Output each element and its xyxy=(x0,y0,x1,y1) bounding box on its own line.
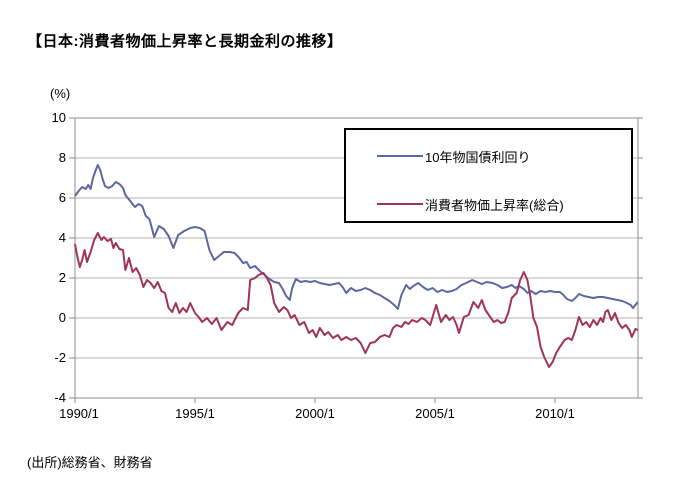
bond-yield-line-swatch xyxy=(377,155,423,157)
legend-item-bond-yield: 10年物国債利回り xyxy=(346,146,530,166)
y-tick-label-neg2: -2 xyxy=(54,350,66,365)
y-tick-label-10: 10 xyxy=(51,110,66,125)
y-tick-label-neg4: -4 xyxy=(54,390,66,405)
cpi-legend-label: 消費者物価上昇率(総合) xyxy=(425,197,564,213)
y-axis-unit-label: (%) xyxy=(50,86,71,101)
y-tick-label-2: 2 xyxy=(58,270,66,285)
y-tick-label-4: 4 xyxy=(58,230,66,245)
y-tick-label-6: 6 xyxy=(58,190,66,205)
legend-box: 10年物国債利回り 消費者物価上昇率(総合) xyxy=(344,128,633,223)
bond-yield-legend-label: 10年物国債利回り xyxy=(425,149,531,165)
x-tick-label-1990: 1990/1 xyxy=(59,406,99,421)
legend-item-cpi: 消費者物価上昇率(総合) xyxy=(346,194,564,214)
y-tick-label-0: 0 xyxy=(58,310,66,325)
x-tick-label-2010: 2010/1 xyxy=(535,406,575,421)
y-tick-label-8: 8 xyxy=(58,150,66,165)
x-tick-label-1995: 1995/1 xyxy=(175,406,215,421)
source-note: (出所)総務省、財務省 xyxy=(27,455,153,470)
cpi-line xyxy=(74,232,639,368)
bond-yield-line xyxy=(74,164,639,310)
cpi-line-swatch xyxy=(377,203,423,205)
x-tick-label-2000: 2000/1 xyxy=(295,406,335,421)
page-title: 【日本:消費者物価上昇率と長期金利の推移】 xyxy=(27,33,343,50)
x-tick-label-2005: 2005/1 xyxy=(415,406,455,421)
